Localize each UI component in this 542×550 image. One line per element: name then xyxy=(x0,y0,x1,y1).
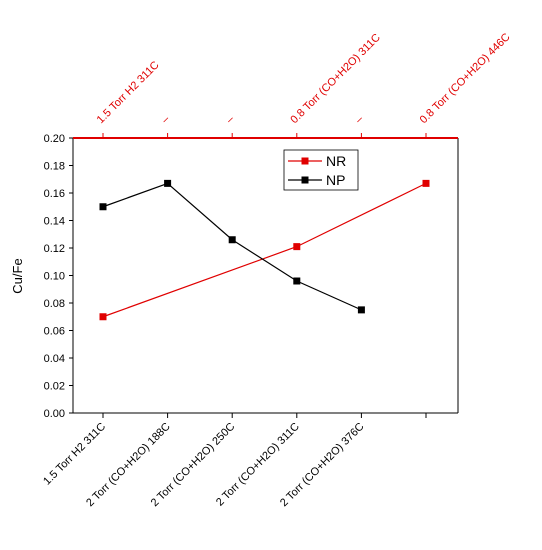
top-tick-label: 0.8 Torr (CO+H2O) 311C xyxy=(288,32,382,126)
top-tick-label: – xyxy=(224,113,237,126)
point xyxy=(99,203,107,211)
legend-box xyxy=(283,149,359,191)
legend-label: NR xyxy=(326,153,346,169)
y-tick-label: 0.08 xyxy=(44,298,65,310)
point xyxy=(99,313,107,321)
top-tick-label: – xyxy=(159,113,172,126)
y-tick-label: 0.20 xyxy=(44,133,65,145)
y-axis-label: Cu/Fe xyxy=(10,258,25,293)
y-tick-label: 0.16 xyxy=(44,188,65,200)
point xyxy=(293,277,301,285)
y-tick-label: 0.00 xyxy=(44,408,65,420)
y-tick-label: 0.02 xyxy=(44,381,65,393)
x-tick-label: 1.5 Torr H2 311C xyxy=(41,421,108,488)
point xyxy=(293,243,301,251)
y-tick-label: 0.06 xyxy=(44,326,65,338)
series-line xyxy=(102,182,362,311)
point xyxy=(164,179,172,187)
y-tick-label: 0.04 xyxy=(44,353,65,365)
legend-marker xyxy=(301,157,309,165)
y-tick-label: 0.14 xyxy=(44,216,65,228)
legend-label: NP xyxy=(326,172,345,188)
point xyxy=(357,306,365,314)
point xyxy=(228,236,236,244)
series-line xyxy=(102,182,427,318)
legend-marker xyxy=(301,176,309,184)
top-tick-label: 0.8 Torr (CO+H2O) 446C xyxy=(418,31,513,126)
y-tick-label: 0.12 xyxy=(44,243,65,255)
y-tick-label: 0.18 xyxy=(44,161,65,173)
y-tick-label: 0.10 xyxy=(44,271,65,283)
top-tick-label: – xyxy=(353,113,366,126)
top-tick-label: 1.5 Torr H2 311C xyxy=(95,59,162,126)
point xyxy=(422,179,430,187)
